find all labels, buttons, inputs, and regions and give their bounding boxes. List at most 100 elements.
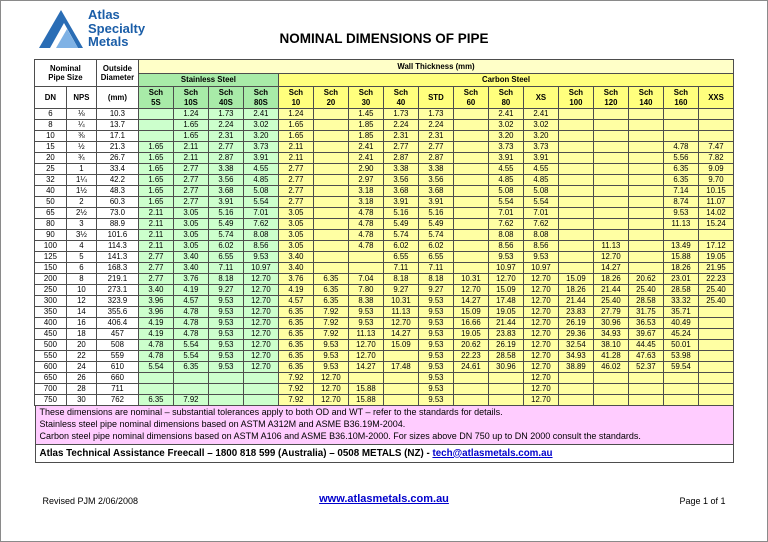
email-link[interactable]: tech@atlasmetals.com.au	[432, 447, 553, 459]
table-cell: 6.35	[662, 174, 699, 186]
table-cell: 5.74	[382, 229, 419, 241]
table-cell: 2.77	[172, 185, 209, 197]
table-cell: 17.12	[697, 240, 735, 252]
table-cell: 26.19	[487, 339, 524, 351]
table-cell	[312, 251, 349, 263]
table-cell: 3.40	[277, 262, 314, 274]
table-cell: 7.62	[242, 218, 279, 230]
table-cell: 101.6	[95, 229, 139, 241]
table-cell: 450	[33, 328, 67, 340]
table-cell: 7.92	[312, 306, 349, 318]
table-cell: 5.08	[242, 185, 279, 197]
table-cell: 141.3	[95, 251, 139, 263]
table-cell	[242, 372, 279, 384]
table-cell: 2.41	[347, 141, 384, 153]
table-cell	[487, 383, 524, 395]
col-header-xs: XS	[522, 86, 559, 109]
table-cell: 6.35	[172, 361, 209, 373]
table-cell: 18	[65, 328, 97, 340]
table-cell	[452, 394, 489, 406]
table-cell: 31.75	[627, 306, 664, 318]
table-cell: 5.54	[172, 350, 209, 362]
table-cell: 508	[95, 339, 139, 351]
table-cell: 3½	[65, 229, 97, 241]
table-cell: 4.78	[172, 328, 209, 340]
table-cell: 2.11	[137, 218, 174, 230]
table-cell	[557, 152, 594, 164]
table-cell: 25.40	[697, 295, 735, 307]
table-cell: 2.11	[137, 229, 174, 241]
table-cell: 25.40	[627, 284, 664, 296]
table-cell	[697, 119, 735, 131]
table-cell: 4.57	[277, 295, 314, 307]
table-cell: 3.02	[242, 119, 279, 131]
note-tolerances: These dimensions are nominal – substanti…	[39, 407, 503, 417]
table-cell: 9.53	[487, 251, 524, 263]
table-cell: 30.96	[592, 317, 629, 329]
table-cell: 3.05	[172, 240, 209, 252]
table-cell: 9.53	[207, 361, 244, 373]
table-cell: 5.54	[522, 196, 559, 208]
table-cell: 5.16	[417, 207, 454, 219]
table-cell: 9.53	[662, 207, 699, 219]
table-cell	[382, 383, 419, 395]
table-cell: 7.92	[312, 317, 349, 329]
table-cell	[557, 394, 594, 406]
table-cell: 32.54	[557, 339, 594, 351]
table-cell: 46.02	[592, 361, 629, 373]
table-cell	[592, 174, 629, 186]
table-cell	[592, 141, 629, 153]
table-cell: 28.58	[487, 350, 524, 362]
table-cell: 6.35	[312, 273, 349, 285]
table-cell: 7.11	[207, 262, 244, 274]
table-cell: 29.36	[557, 328, 594, 340]
table-cell: 1.65	[277, 130, 314, 142]
table-cell	[312, 185, 349, 197]
table-cell: 406.4	[95, 317, 139, 329]
table-cell: 15.88	[662, 251, 699, 263]
table-cell: 15	[33, 141, 67, 153]
table-cell	[697, 108, 735, 120]
table-cell	[627, 196, 664, 208]
website-link[interactable]: www.atlasmetals.com.au	[319, 492, 449, 505]
table-cell	[172, 383, 209, 395]
table-cell	[557, 163, 594, 175]
table-cell: 9.53	[312, 339, 349, 351]
table-cell	[592, 218, 629, 230]
table-row: 80 3 88.9 2.11 3.05 5.49 7.62 3.05 4.78 5.49 5.49 7…	[33, 218, 735, 230]
table-cell: 559	[95, 350, 139, 362]
table-cell: 3.05	[172, 207, 209, 219]
table-cell: 3.40	[172, 262, 209, 274]
table-row: 20 ¾ 26.7 1.65 2.11 2.87 3.91 2.11 2.41 2.87 2.87 3…	[33, 152, 735, 164]
table-cell: 4.78	[137, 339, 174, 351]
table-cell: 6.35	[137, 394, 174, 406]
table-row: 6 ⅛ 10.3 1.24 1.73 2.41 1.24 1.45 1.73 1.73 2.41 2.…	[33, 108, 735, 120]
table-cell: 10.97	[242, 262, 279, 274]
table-cell: 2.77	[277, 196, 314, 208]
table-cell: 4.85	[487, 174, 524, 186]
table-row: 50 2 60.3 1.65 2.77 3.91 5.54 2.77 3.18 3.91 3.91 5…	[33, 196, 735, 208]
table-cell: 2.31	[207, 130, 244, 142]
table-cell: 7.92	[172, 394, 209, 406]
table-cell: 1.73	[207, 108, 244, 120]
table-cell	[557, 262, 594, 274]
atlas-logo: Atlas Specialty Metals	[37, 8, 145, 55]
table-cell: 12.70	[522, 306, 559, 318]
table-cell: 9.53	[417, 306, 454, 318]
table-cell	[627, 372, 664, 384]
table-cell: 4.78	[172, 306, 209, 318]
table-cell	[697, 372, 735, 384]
table-cell: 12.70	[522, 317, 559, 329]
table-cell	[697, 350, 735, 362]
table-cell	[592, 383, 629, 395]
table-cell	[172, 372, 209, 384]
table-cell: 2.87	[207, 152, 244, 164]
table-cell	[592, 196, 629, 208]
table-cell: 1¼	[65, 174, 97, 186]
table-cell: 4.55	[487, 163, 524, 175]
table-cell: 10.97	[522, 262, 559, 274]
table-cell: 3.38	[417, 163, 454, 175]
table-cell: 6.35	[312, 284, 349, 296]
table-cell	[627, 262, 664, 274]
table-cell: 4.78	[347, 240, 384, 252]
